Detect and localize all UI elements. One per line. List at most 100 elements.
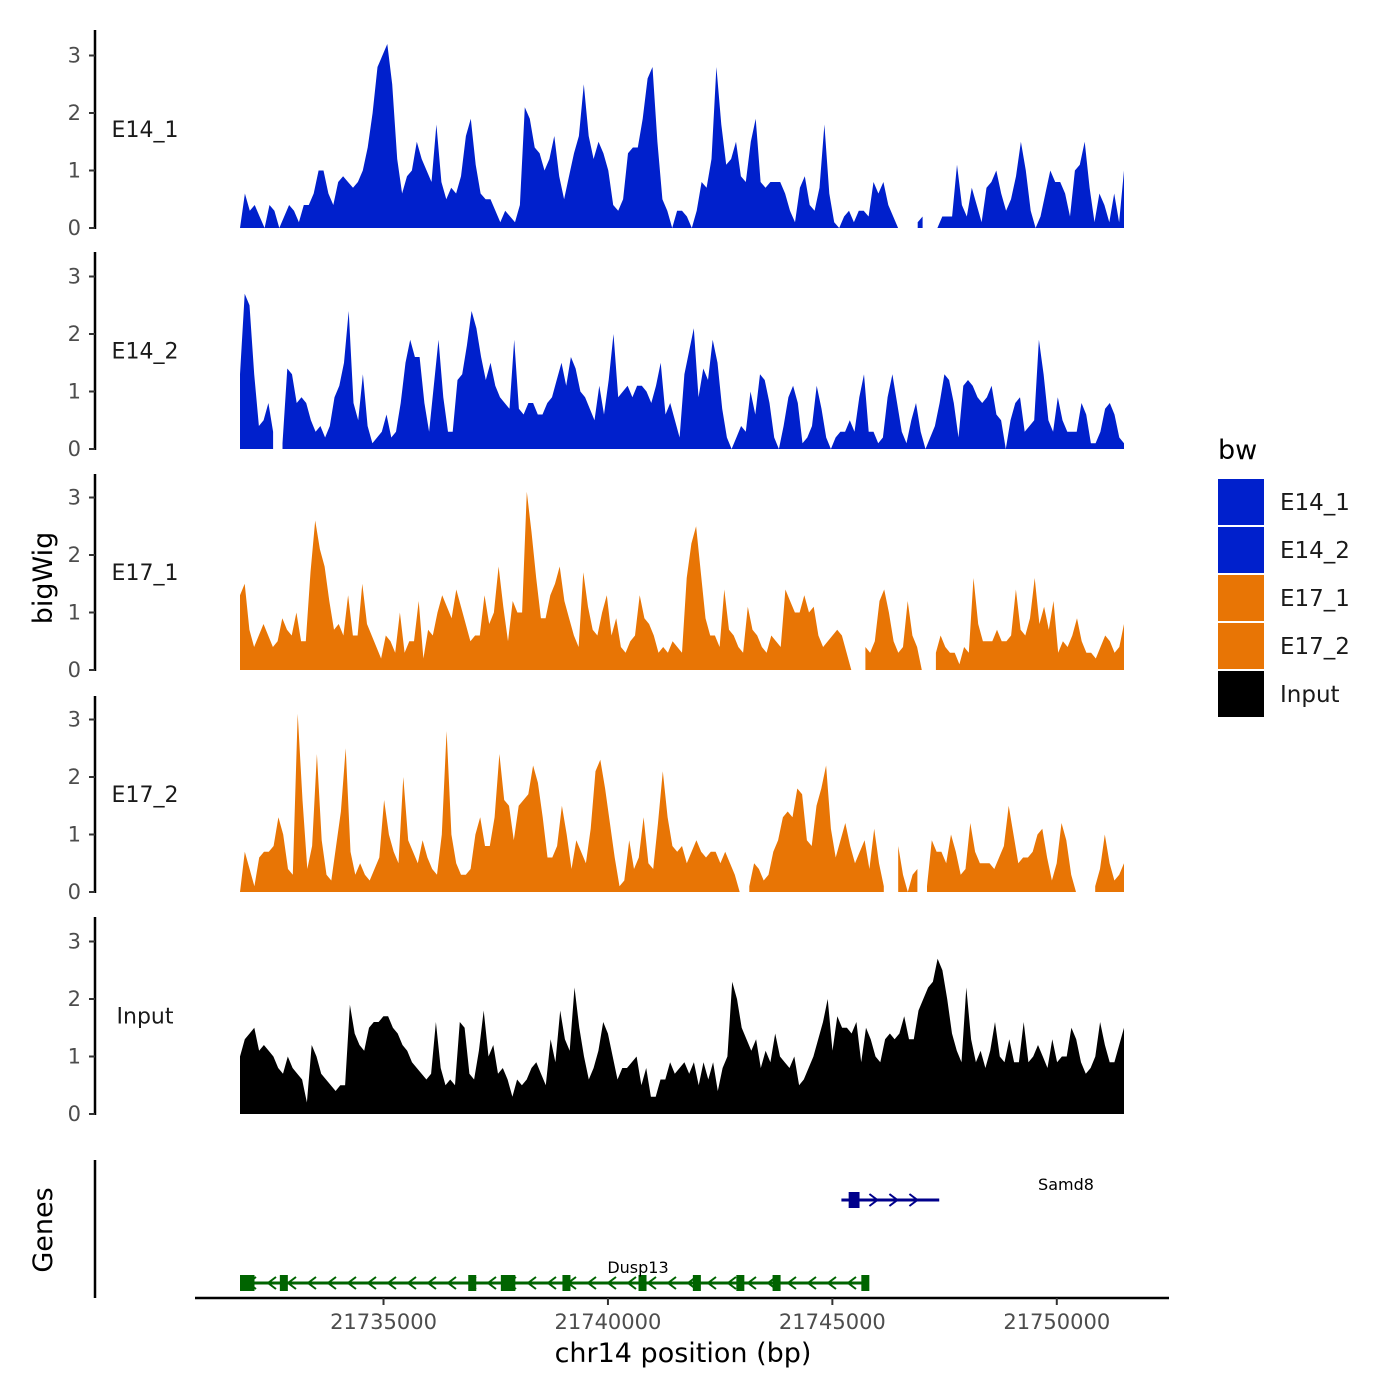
y-tick-label: 0 — [68, 437, 81, 461]
legend-entry-E17_2: E17_2 — [1218, 623, 1350, 669]
track-E14_1: 0 1 2 3 E14_1 — [68, 30, 1124, 240]
gene-Samd8: Samd8 — [841, 1175, 1094, 1208]
y-tick-label: 2 — [68, 765, 81, 789]
y-tick-label: 3 — [68, 708, 81, 732]
y-tick-label: 0 — [68, 658, 81, 682]
gene-label: Dusp13 — [607, 1258, 668, 1277]
legend-entry-Input: Input — [1218, 671, 1340, 717]
strand-arrow — [908, 1193, 920, 1207]
track-E17_2: 0 1 2 3 E17_2 — [68, 696, 1124, 904]
exon — [692, 1275, 701, 1291]
strand-arrow — [746, 1276, 757, 1290]
legend-entry-E14_2: E14_2 — [1218, 527, 1350, 573]
signal-area-E14_1 — [917, 216, 923, 228]
y-tick-label: 0 — [68, 1102, 81, 1126]
exon — [736, 1275, 745, 1291]
y-tick-label: 3 — [68, 44, 81, 68]
track-E17_1: 0 1 2 3 E17_1 — [68, 474, 1124, 682]
strand-arrow — [888, 1193, 900, 1207]
y-axis-title: bigWig — [28, 532, 59, 625]
signal-tracks: 0 1 2 3 E14_1 0 1 2 3 E14_2 0 1 2 3 E17_1 0 1 2 3 E17_2 0 1 2 3… — [68, 30, 1124, 1126]
x-axis-title: chr14 position (bp) — [555, 1338, 812, 1369]
signal-area-E14_2 — [240, 293, 274, 449]
signal-area-Input — [240, 958, 1124, 1114]
strand-arrow — [846, 1276, 857, 1290]
y-tick-label: 1 — [68, 159, 81, 183]
strand-arrow — [868, 1193, 880, 1207]
signal-area-E17_1 — [935, 578, 1124, 670]
y-tick-label: 1 — [68, 601, 81, 625]
x-tick-label: 21745000 — [779, 1310, 886, 1334]
legend-label: E17_2 — [1280, 634, 1350, 660]
strand-arrow — [666, 1276, 677, 1290]
strand-arrow — [706, 1276, 717, 1290]
y-tick-label: 1 — [68, 380, 81, 404]
exon — [861, 1275, 870, 1291]
strand-arrow — [546, 1276, 557, 1290]
exon — [638, 1275, 647, 1291]
legend-title: bw — [1218, 435, 1257, 466]
strand-arrow — [726, 1276, 737, 1290]
signal-area-E17_2 — [898, 846, 918, 892]
x-tick-label: 21740000 — [554, 1310, 661, 1334]
legend-swatch — [1218, 479, 1264, 525]
strand-arrow — [366, 1276, 377, 1290]
legend-swatch — [1218, 575, 1264, 621]
legend-swatch — [1218, 671, 1264, 717]
y-tick-label: 1 — [68, 823, 81, 847]
exon — [240, 1275, 255, 1291]
signal-area-E17_1 — [240, 491, 852, 670]
legend-entry-E14_1: E14_1 — [1218, 479, 1350, 525]
exon — [772, 1275, 781, 1291]
signal-area-E14_1 — [240, 44, 899, 228]
strand-arrow — [286, 1276, 297, 1290]
legend: E14_1 E14_2 E17_1 E17_2 Input — [1218, 479, 1350, 717]
y-tick-label: 0 — [68, 880, 81, 904]
gene-Dusp13: Dusp13 — [240, 1258, 870, 1291]
x-tick-label: 21750000 — [1003, 1310, 1110, 1334]
strand-arrow — [266, 1276, 277, 1290]
strand-arrow — [426, 1276, 437, 1290]
strand-arrow — [406, 1276, 417, 1290]
strand-arrow — [306, 1276, 317, 1290]
x-tick-label: 21735000 — [330, 1310, 437, 1334]
y-tick-label: 3 — [68, 265, 81, 289]
signal-area-E17_2 — [240, 713, 740, 892]
signal-area-E17_1 — [865, 589, 922, 670]
y-tick-label: 3 — [68, 486, 81, 510]
strand-arrow — [826, 1276, 837, 1290]
strand-arrow — [786, 1276, 797, 1290]
legend-label: E14_2 — [1280, 538, 1350, 564]
signal-area-E17_2 — [749, 765, 884, 892]
strand-arrow — [606, 1276, 617, 1290]
strand-arrow — [326, 1276, 337, 1290]
legend-swatch — [1218, 527, 1264, 573]
strand-arrow — [526, 1276, 537, 1290]
legend-label: Input — [1280, 682, 1340, 708]
exon — [500, 1275, 516, 1291]
genes-axis-title: Genes — [28, 1187, 59, 1272]
gene-label: Samd8 — [1038, 1175, 1094, 1194]
y-tick-label: 3 — [68, 930, 81, 954]
strand-arrow — [586, 1276, 597, 1290]
track-Input: 0 1 2 3 Input — [68, 917, 1124, 1126]
strand-arrow — [646, 1276, 657, 1290]
y-tick-label: 2 — [68, 987, 81, 1011]
signal-area-E17_2 — [927, 805, 1076, 892]
legend-swatch — [1218, 623, 1264, 669]
legend-entry-E17_1: E17_1 — [1218, 575, 1350, 621]
strand-arrow — [806, 1276, 817, 1290]
strand-arrow — [486, 1276, 497, 1290]
exon — [562, 1275, 571, 1291]
exon — [279, 1275, 288, 1291]
track-label: Input — [117, 1005, 174, 1030]
track-label: E17_1 — [112, 561, 179, 586]
y-tick-label: 1 — [68, 1045, 81, 1069]
strand-arrow — [386, 1276, 397, 1290]
legend-label: E17_1 — [1280, 586, 1350, 612]
exon — [848, 1192, 860, 1208]
track-label: E14_1 — [112, 118, 179, 143]
y-tick-label: 2 — [68, 322, 81, 346]
signal-area-E14_1 — [937, 141, 1124, 228]
